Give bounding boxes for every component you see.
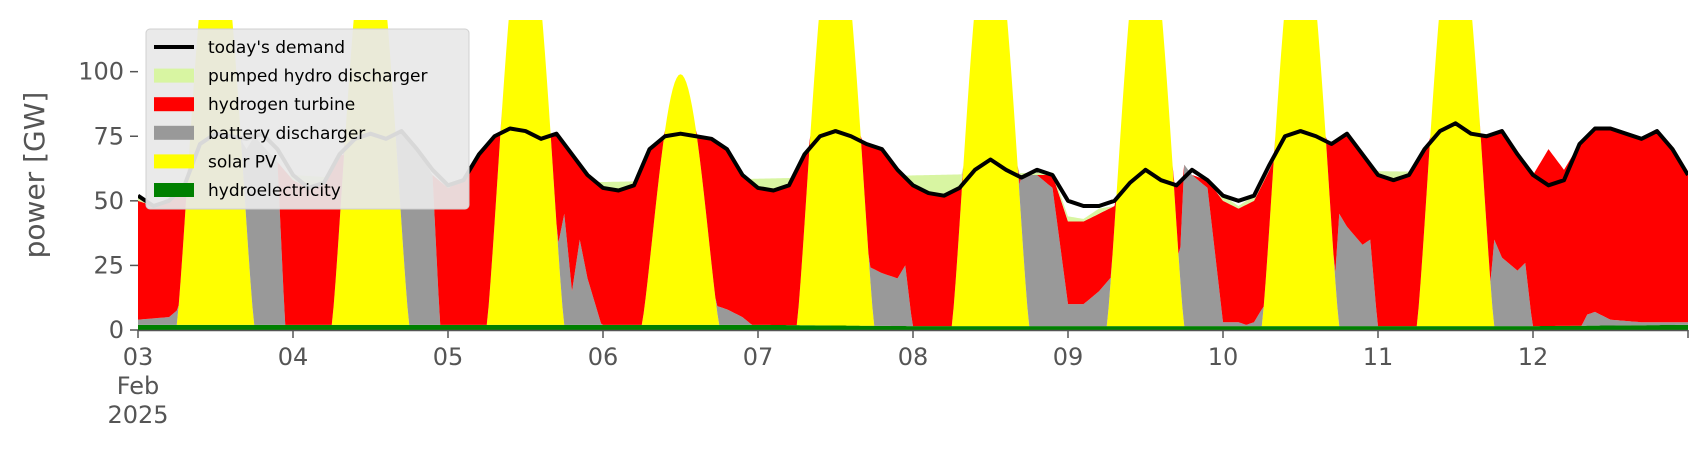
y-tick-label: 25 — [93, 251, 124, 279]
x-tick-label: 2025 — [107, 401, 168, 429]
area-hydrogen-turbine — [138, 20, 1688, 327]
area-solar-pv — [138, 20, 1688, 327]
legend-label: solar PV — [208, 152, 277, 172]
area-pumped-hydro-discharger — [138, 20, 1688, 222]
legend-swatch — [154, 183, 194, 197]
x-tick-label: 10 — [1208, 343, 1239, 371]
x-tick-label: 05 — [433, 343, 464, 371]
area-hydroelectricity — [138, 324, 1688, 330]
x-tick-label: 11 — [1363, 343, 1394, 371]
x-tick-label: 12 — [1518, 343, 1549, 371]
x-tick-label: 08 — [898, 343, 929, 371]
legend-label: hydroelectricity — [208, 181, 341, 201]
x-tick-label: 04 — [278, 343, 309, 371]
legend-label: hydrogen turbine — [208, 95, 355, 115]
x-tick-label: 07 — [743, 343, 774, 371]
legend-label: battery discharger — [208, 124, 365, 144]
y-tick-label: 50 — [93, 187, 124, 215]
legend-swatch — [154, 68, 194, 83]
y-tick-label: 75 — [93, 122, 124, 150]
legend-swatch — [154, 154, 194, 169]
legend-box — [145, 28, 470, 210]
y-tick-label: 100 — [78, 58, 124, 86]
x-tick-label: 03 — [123, 343, 154, 371]
stacked-areas — [138, 20, 1688, 330]
x-tick-label: Feb — [117, 372, 160, 400]
legend: today's demand pumped hydro discharger hyd… — [145, 28, 470, 210]
legend-swatch — [154, 125, 194, 140]
y-axis-label: power [GW] — [18, 92, 51, 259]
y-tick-label: 0 — [109, 316, 124, 344]
legend-swatch — [154, 97, 194, 112]
x-tick-label: 06 — [588, 343, 619, 371]
legend-label: pumped hydro discharger — [208, 67, 427, 87]
legend-label: today's demand — [208, 38, 345, 58]
x-tick-label: 09 — [1053, 343, 1084, 371]
